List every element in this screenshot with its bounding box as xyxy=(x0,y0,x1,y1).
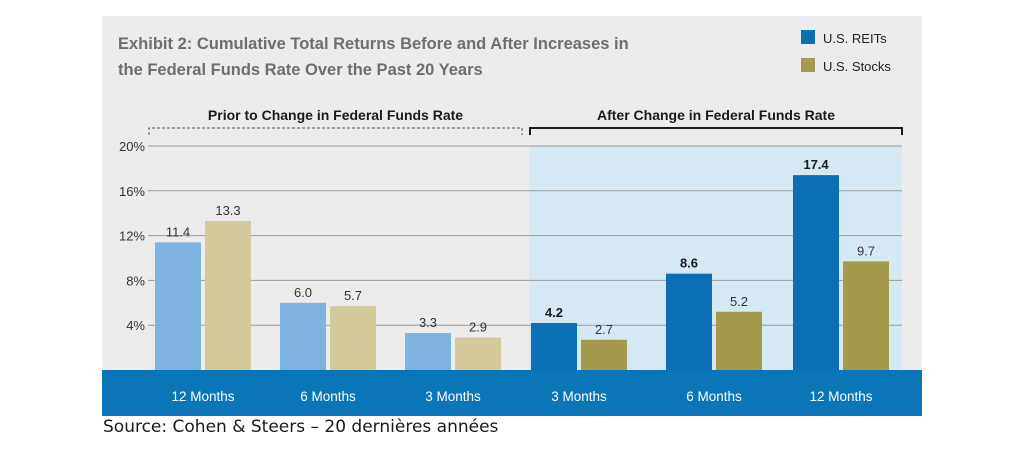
bar-reits xyxy=(531,322,577,370)
bar-reits xyxy=(793,175,839,370)
data-label: 2.7 xyxy=(595,322,613,337)
group-label: After Change in Federal Funds Rate xyxy=(597,107,835,123)
y-tick-label: 8% xyxy=(126,273,145,288)
bar-stocks xyxy=(205,221,251,370)
bar-reits xyxy=(155,242,201,370)
data-label: 17.4 xyxy=(803,157,829,172)
x-tick-label: 12 Months xyxy=(171,389,234,404)
bar-stocks xyxy=(716,311,762,370)
bar-stocks xyxy=(581,339,627,370)
data-label: 5.2 xyxy=(730,294,748,309)
y-tick-label: 12% xyxy=(119,229,145,244)
bar-reits xyxy=(666,273,712,370)
bar-reits xyxy=(280,302,326,370)
y-tick-label: 4% xyxy=(126,318,145,333)
data-label: 3.3 xyxy=(419,315,437,330)
data-label: 2.9 xyxy=(469,320,487,335)
data-label: 8.6 xyxy=(680,256,698,271)
x-tick-label: 3 Months xyxy=(551,389,607,404)
group-label: Prior to Change in Federal Funds Rate xyxy=(208,107,463,123)
source-note: Source: Cohen & Steers – 20 dernières an… xyxy=(103,417,499,437)
legend-label: U.S. REITs xyxy=(823,31,887,46)
after-panel-shading xyxy=(529,146,902,370)
legend-label: U.S. Stocks xyxy=(823,59,891,74)
legend-swatch xyxy=(801,58,815,72)
category-band xyxy=(102,370,922,416)
chart-svg: 4% 8% 12% 16% 20% Exhibit 2: Cumulative Total… xyxy=(102,16,922,416)
data-label: 5.7 xyxy=(344,288,362,303)
x-tick-label: 6 Months xyxy=(300,389,356,404)
bar-stocks xyxy=(330,306,376,370)
data-label: 4.2 xyxy=(545,305,563,320)
data-label: 9.7 xyxy=(857,243,875,258)
bar-stocks xyxy=(455,337,501,370)
y-tick-label: 20% xyxy=(119,139,145,154)
chart-title-line: Exhibit 2: Cumulative Total Returns Befo… xyxy=(118,35,629,53)
data-label: 6.0 xyxy=(294,285,312,300)
x-tick-label: 12 Months xyxy=(809,389,872,404)
x-tick-label: 6 Months xyxy=(686,389,742,404)
bar-reits xyxy=(405,333,451,370)
y-tick-label: 16% xyxy=(119,184,145,199)
chart: 4% 8% 12% 16% 20% Exhibit 2: Cumulative Total… xyxy=(102,16,922,416)
bar-stocks xyxy=(843,261,889,370)
data-label: 11.4 xyxy=(166,224,190,239)
x-tick-label: 3 Months xyxy=(425,389,481,404)
group-bracket xyxy=(529,127,903,135)
chart-title-line: the Federal Funds Rate Over the Past 20 … xyxy=(118,61,483,79)
legend-swatch xyxy=(801,30,815,44)
data-label: 13.3 xyxy=(215,203,240,218)
